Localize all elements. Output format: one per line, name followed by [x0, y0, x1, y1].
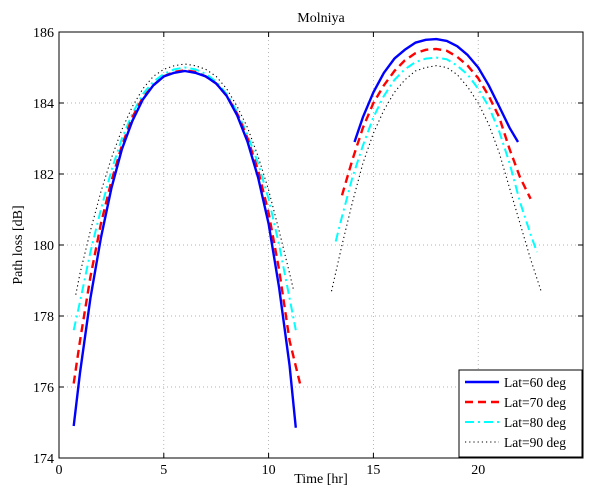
axis-ticks — [58, 31, 583, 459]
y-tick-label: 176 — [33, 381, 54, 396]
legend-label: Lat=80 deg — [504, 415, 566, 430]
y-tick-label: 174 — [33, 452, 54, 467]
series-line-lat60-segment-2 — [353, 37, 520, 143]
y-tick-label: 178 — [33, 310, 54, 325]
series-line-lat60-segment-1 — [72, 69, 297, 428]
chart-title: Molniya — [297, 11, 345, 26]
legend-label: Lat=70 deg — [504, 395, 566, 410]
x-tick-label: 5 — [160, 463, 167, 478]
series-line-lat80-segment-2 — [334, 56, 538, 253]
legend-label: Lat=60 deg — [504, 375, 566, 390]
y-tick-label: 186 — [33, 26, 54, 41]
legend-label: Lat=90 deg — [504, 435, 566, 450]
series-line-lat70-segment-1 — [72, 69, 302, 384]
y-tick-label: 184 — [33, 97, 54, 112]
plot-lines — [72, 37, 542, 428]
x-tick-label: 20 — [471, 463, 485, 478]
series-line-lat70-segment-2 — [340, 47, 532, 200]
x-tick-label: 0 — [56, 463, 63, 478]
series-line-lat80-segment-1 — [72, 66, 297, 331]
legend: Lat=60 deg Lat=70 deg Lat=80 deg Lat=90 deg — [458, 369, 583, 458]
x-tick-label: 10 — [262, 463, 276, 478]
x-axis-label: Time [hr] — [294, 472, 348, 487]
y-axis-label: Path loss [dB] — [11, 205, 26, 284]
y-tick-label: 182 — [33, 168, 54, 183]
x-tick-label: 15 — [366, 463, 380, 478]
tick-labels: 0 5 10 15 20 174 176 178 180 182 184 186 — [33, 26, 485, 478]
series-line-lat90-segment-2 — [330, 65, 542, 292]
y-tick-label: 180 — [33, 239, 54, 254]
legend-box — [458, 369, 583, 458]
